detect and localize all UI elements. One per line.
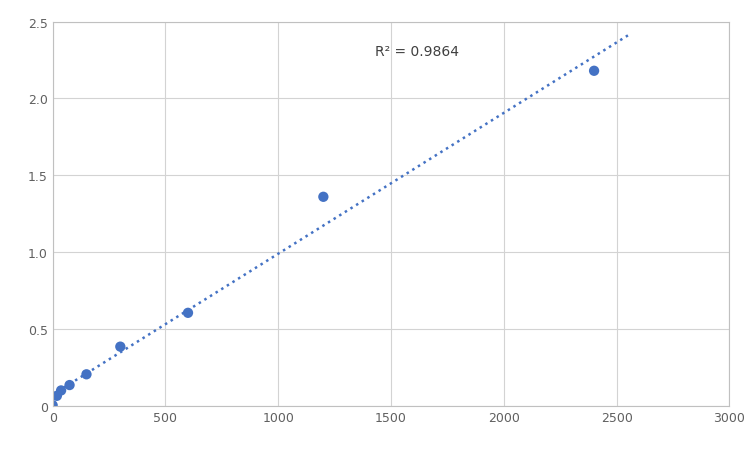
Point <box>182 309 194 317</box>
Point <box>55 387 67 394</box>
Point <box>63 382 75 389</box>
Point <box>588 68 600 75</box>
Point <box>317 194 329 201</box>
Point <box>114 343 126 350</box>
Point <box>80 371 92 378</box>
Text: R² = 0.9864: R² = 0.9864 <box>375 45 459 59</box>
Point <box>47 402 59 409</box>
Point <box>51 392 63 400</box>
